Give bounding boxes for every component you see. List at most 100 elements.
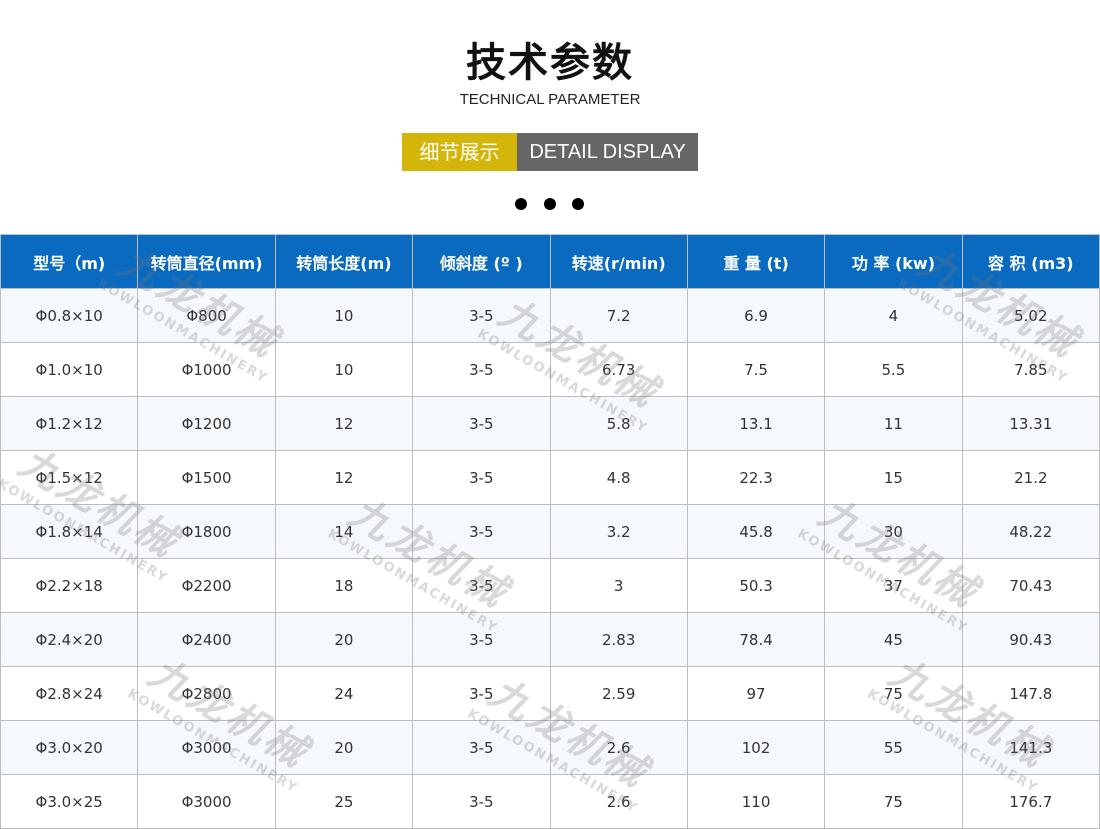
table-cell: 3-5 xyxy=(412,720,551,775)
table-cell: Φ1.5×12 xyxy=(0,450,139,505)
table-cell: 3-5 xyxy=(412,558,551,613)
table-cell: 24 xyxy=(274,666,414,721)
dot-icon xyxy=(515,198,527,210)
table-cell: 21.2 xyxy=(961,450,1100,505)
table-cell: 50.3 xyxy=(686,558,826,613)
table-cell: 70.43 xyxy=(961,558,1100,613)
table-cell: 2.6 xyxy=(549,774,688,829)
table-cell: 3-5 xyxy=(412,504,551,559)
table-cell: Φ1500 xyxy=(137,450,276,505)
table-cell: 48.22 xyxy=(961,504,1100,559)
table-row: Φ2.2×18 Φ2200 18 3-5 3 50.3 37 70.43 xyxy=(0,558,1100,613)
table-cell: 6.9 xyxy=(686,288,826,343)
table-cell: 2.83 xyxy=(549,612,688,667)
table-cell: 3-5 xyxy=(412,774,551,829)
table-cell: Φ3000 xyxy=(137,720,276,775)
table-cell: 90.43 xyxy=(961,612,1100,667)
page-title: 技术参数 xyxy=(466,40,634,86)
table-cell: 30 xyxy=(824,504,963,559)
table-cell: Φ3000 xyxy=(137,774,276,829)
table-cell: 78.4 xyxy=(686,612,826,667)
table-row: Φ2.8×24 Φ2800 24 3-5 2.59 97 75 147.8 xyxy=(0,666,1100,721)
parameter-table: 型号（m) 转筒直径(mm) 转筒长度(m) 倾斜度 (º ) 转速(r/min) 重 量… xyxy=(0,234,1100,829)
table-cell: 3-5 xyxy=(412,396,551,451)
table-cell: 37 xyxy=(824,558,963,613)
table-cell: 18 xyxy=(274,558,414,613)
table-cell: Φ3.0×25 xyxy=(0,774,139,829)
table-cell: 2.6 xyxy=(549,720,688,775)
detail-display-badge-en: DETAIL DISPLAY xyxy=(517,133,698,171)
detail-display-badge-cn: 细节展示 xyxy=(402,133,517,171)
table-cell: 75 xyxy=(824,666,963,721)
table-cell: 12 xyxy=(274,450,414,505)
table-cell: 55 xyxy=(824,720,963,775)
table-cell: Φ1200 xyxy=(137,396,276,451)
table-cell: 3-5 xyxy=(412,450,551,505)
table-row: Φ1.0×10 Φ1000 10 3-5 6.73 7.5 5.5 7.85 xyxy=(0,342,1100,397)
table-cell: 45.8 xyxy=(686,504,826,559)
column-header: 转筒长度(m) xyxy=(274,234,414,289)
column-header: 容 积 (m3) xyxy=(961,234,1100,289)
dot-icon xyxy=(544,198,556,210)
table-cell: Φ0.8×10 xyxy=(0,288,139,343)
table-header-row: 型号（m) 转筒直径(mm) 转筒长度(m) 倾斜度 (º ) 转速(r/min) 重 量… xyxy=(0,234,1100,289)
table-cell: 7.85 xyxy=(961,342,1100,397)
table-cell: 12 xyxy=(274,396,414,451)
table-cell: Φ1.2×12 xyxy=(0,396,139,451)
table-cell: 3-5 xyxy=(412,612,551,667)
table-cell: 25 xyxy=(274,774,414,829)
table-cell: 3 xyxy=(549,558,688,613)
table-cell: Φ2.2×18 xyxy=(0,558,139,613)
table-cell: 141.3 xyxy=(961,720,1100,775)
column-header: 转筒直径(mm) xyxy=(137,234,276,289)
table-cell: Φ2200 xyxy=(137,558,276,613)
table-cell: 45 xyxy=(824,612,963,667)
table-cell: Φ2.8×24 xyxy=(0,666,139,721)
column-header: 倾斜度 (º ) xyxy=(412,234,551,289)
table-cell: 10 xyxy=(274,342,414,397)
table-cell: 3-5 xyxy=(412,288,551,343)
table-cell: 110 xyxy=(686,774,826,829)
table-cell: 4.8 xyxy=(549,450,688,505)
table-cell: Φ1.8×14 xyxy=(0,504,139,559)
page-subtitle: TECHNICAL PARAMETER xyxy=(459,91,641,108)
table-cell: 11 xyxy=(824,396,963,451)
table-cell: 7.5 xyxy=(686,342,826,397)
column-header: 型号（m) xyxy=(0,234,139,289)
table-cell: Φ1.0×10 xyxy=(0,342,139,397)
table-cell: Φ1000 xyxy=(137,342,276,397)
table-cell: 102 xyxy=(686,720,826,775)
table-cell: 7.2 xyxy=(549,288,688,343)
table-cell: 2.59 xyxy=(549,666,688,721)
table-cell: 97 xyxy=(686,666,826,721)
table-row: Φ1.5×12 Φ1500 12 3-5 4.8 22.3 15 21.2 xyxy=(0,450,1100,505)
column-header: 重 量 (t) xyxy=(686,234,826,289)
table-cell: 6.73 xyxy=(549,342,688,397)
table-row: Φ2.4×20 Φ2400 20 3-5 2.83 78.4 45 90.43 xyxy=(0,612,1100,667)
table-row: Φ3.0×25 Φ3000 25 3-5 2.6 110 75 176.7 xyxy=(0,774,1100,829)
table-cell: Φ800 xyxy=(137,288,276,343)
table-cell: 75 xyxy=(824,774,963,829)
table-cell: 20 xyxy=(274,612,414,667)
table-cell: 3.2 xyxy=(549,504,688,559)
column-header: 功 率 (kw) xyxy=(824,234,963,289)
table-cell: 176.7 xyxy=(961,774,1100,829)
table-cell: 14 xyxy=(274,504,414,559)
table-row: Φ0.8×10 Φ800 10 3-5 7.2 6.9 4 5.02 xyxy=(0,288,1100,343)
table-cell: Φ2800 xyxy=(137,666,276,721)
dot-icon xyxy=(572,198,584,210)
table-cell: Φ2400 xyxy=(137,612,276,667)
table-cell: Φ3.0×20 xyxy=(0,720,139,775)
table-cell: 3-5 xyxy=(412,666,551,721)
table-cell: 4 xyxy=(824,288,963,343)
table-cell: 13.1 xyxy=(686,396,826,451)
table-cell: 22.3 xyxy=(686,450,826,505)
column-header: 转速(r/min) xyxy=(549,234,688,289)
table-cell: 10 xyxy=(274,288,414,343)
table-cell: 5.02 xyxy=(961,288,1100,343)
table-cell: 3-5 xyxy=(412,342,551,397)
table-cell: 5.8 xyxy=(549,396,688,451)
table-cell: Φ1800 xyxy=(137,504,276,559)
table-row: Φ1.8×14 Φ1800 14 3-5 3.2 45.8 30 48.22 xyxy=(0,504,1100,559)
table-cell: 13.31 xyxy=(961,396,1100,451)
